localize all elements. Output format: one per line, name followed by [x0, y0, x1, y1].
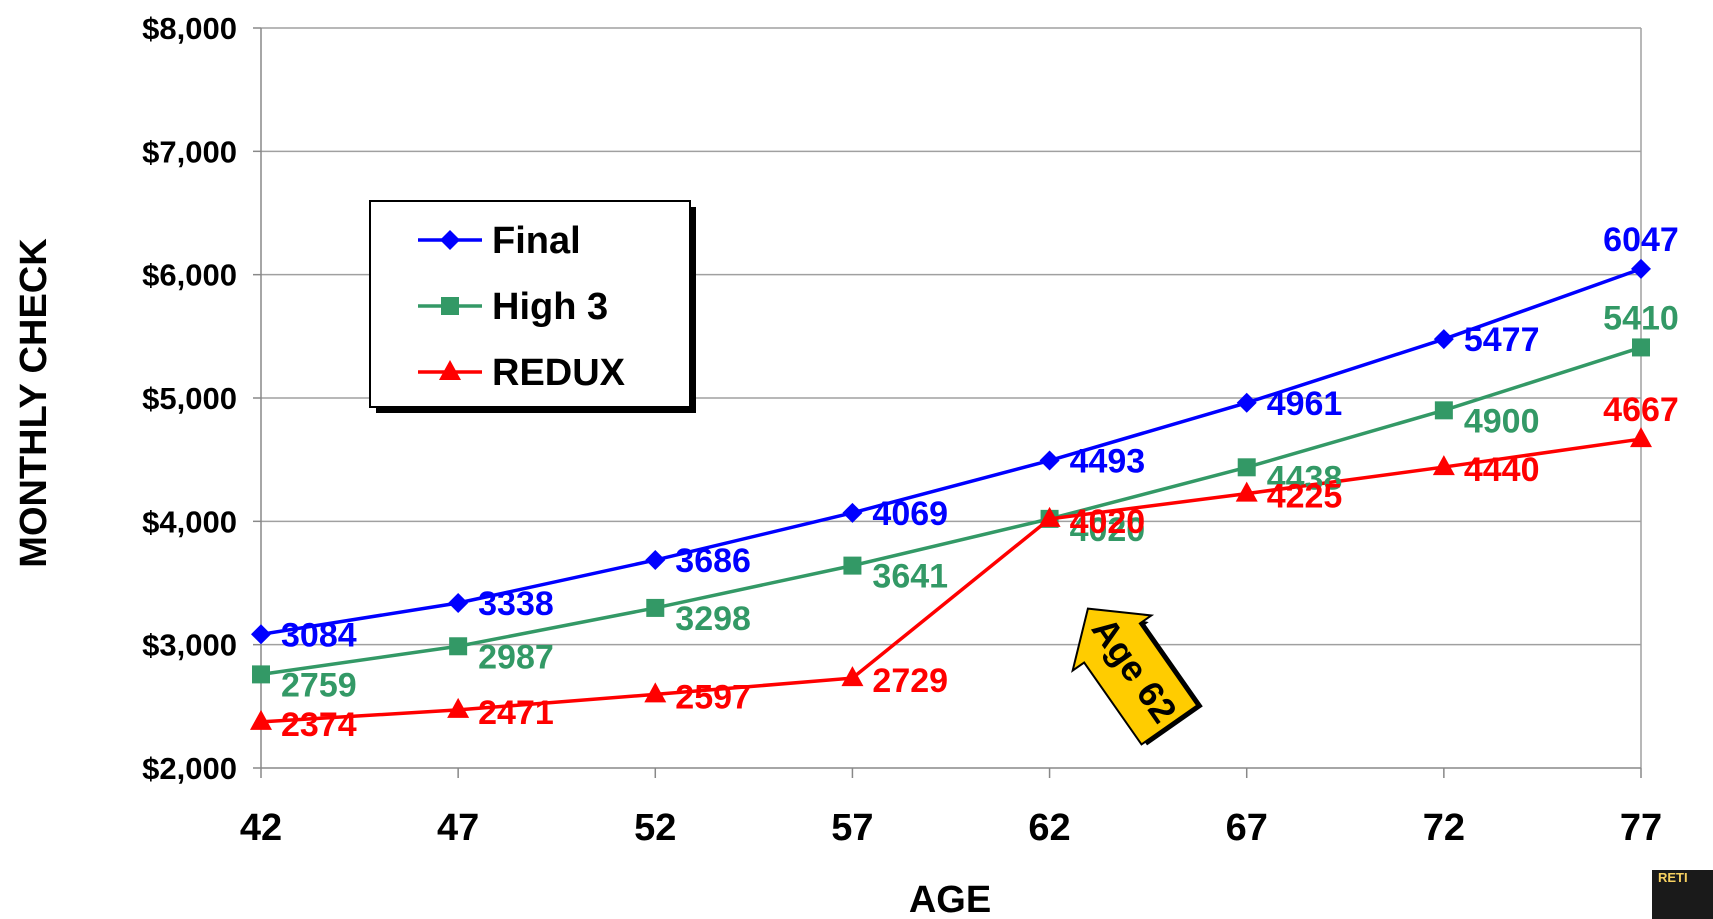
- data-label: 5410: [1603, 299, 1679, 337]
- series: [250, 258, 1652, 730]
- x-tick-label: 47: [437, 807, 479, 849]
- data-point: [447, 697, 470, 718]
- series-line-final: [260, 267, 1642, 637]
- data-label: 4020: [1070, 511, 1146, 549]
- data-label: 4438: [1267, 459, 1343, 497]
- data-label: 4440: [1464, 451, 1540, 489]
- series-line-high-3: [260, 345, 1642, 677]
- data-label: 4900: [1464, 402, 1540, 440]
- data-point: [1235, 481, 1258, 502]
- legend-label: Final: [492, 220, 581, 262]
- data-labels: 3084 3338 3686 4069 4493 4961 5477 6047 2759 2987…: [281, 221, 1679, 744]
- data-point: [1237, 458, 1256, 477]
- x-tick-label: 57: [831, 807, 873, 849]
- data-point: [251, 624, 271, 645]
- data-point: [1631, 258, 1651, 279]
- data-label: 3298: [675, 600, 751, 638]
- legend-marker: [440, 230, 460, 250]
- y-tick-label: $2,000: [142, 751, 237, 786]
- data-label: 2471: [478, 694, 554, 732]
- data-point: [449, 637, 468, 656]
- data-point: [1432, 455, 1455, 476]
- data-label: 3686: [675, 542, 751, 580]
- y-tick-label: $6,000: [142, 258, 237, 293]
- data-label: 4493: [1070, 443, 1146, 481]
- data-point: [644, 682, 667, 703]
- data-point: [252, 665, 270, 684]
- x-tick-label: 67: [1226, 807, 1268, 849]
- y-axis-title: MONTHLY CHECK: [13, 238, 55, 568]
- data-label: 3338: [478, 585, 554, 623]
- logo-badge: [1652, 870, 1713, 919]
- data-label: 2987: [478, 638, 554, 676]
- x-tick-label: 42: [240, 807, 282, 849]
- arrow-shape: [1071, 607, 1199, 746]
- data-point: [1038, 506, 1061, 527]
- y-tick-label: $8,000: [142, 11, 237, 46]
- age-62-arrow: Age 62: [1071, 607, 1203, 746]
- data-point: [1433, 329, 1454, 350]
- logo: RETI: [1652, 870, 1713, 919]
- legend: Final High 3 REDUX: [369, 200, 696, 413]
- data-label: 5477: [1464, 321, 1540, 359]
- data-label: 4225: [1267, 478, 1343, 516]
- y-tick-label: $7,000: [142, 134, 237, 169]
- series-line-redux: [260, 437, 1642, 724]
- data-label: 4020: [1070, 503, 1146, 541]
- data-point: [646, 598, 665, 617]
- axes: $2,000 $3,000 $4,000 $5,000 $6,000 $7,000 $8,0…: [142, 11, 1662, 849]
- data-point: [250, 709, 272, 730]
- x-tick-label: 62: [1028, 807, 1070, 849]
- data-point: [841, 666, 864, 687]
- data-label: 3084: [281, 616, 357, 654]
- data-point: [843, 556, 862, 575]
- x-tick-label: 77: [1620, 807, 1662, 849]
- data-label: 4961: [1267, 385, 1343, 423]
- y-tick-label: $3,000: [142, 628, 237, 663]
- legend-label: High 3: [492, 286, 608, 328]
- data-label: 3641: [872, 558, 948, 596]
- data-point: [1632, 338, 1650, 357]
- data-point: [1630, 427, 1652, 448]
- x-tick-label: 52: [634, 807, 676, 849]
- x-tick-label: 72: [1423, 807, 1465, 849]
- legend-label: REDUX: [492, 352, 626, 394]
- data-label: 2597: [675, 678, 751, 716]
- data-label: 4667: [1603, 391, 1679, 429]
- data-point: [448, 592, 469, 613]
- data-point: [1434, 401, 1453, 420]
- data-point: [842, 502, 863, 523]
- logo-text: RETI: [1658, 870, 1688, 885]
- data-point: [645, 550, 666, 571]
- data-point: [1236, 392, 1257, 413]
- data-point: [1039, 450, 1060, 471]
- data-label: 2729: [872, 662, 948, 700]
- x-axis-title: AGE: [909, 879, 991, 919]
- y-tick-label: $5,000: [142, 381, 237, 416]
- data-label: 2374: [281, 706, 357, 744]
- data-label: 2759: [281, 666, 357, 704]
- y-tick-label: $4,000: [142, 504, 237, 539]
- data-label: 6047: [1603, 221, 1679, 259]
- data-label: 4069: [872, 495, 948, 533]
- legend-marker: [439, 360, 461, 380]
- legend-marker: [441, 297, 459, 315]
